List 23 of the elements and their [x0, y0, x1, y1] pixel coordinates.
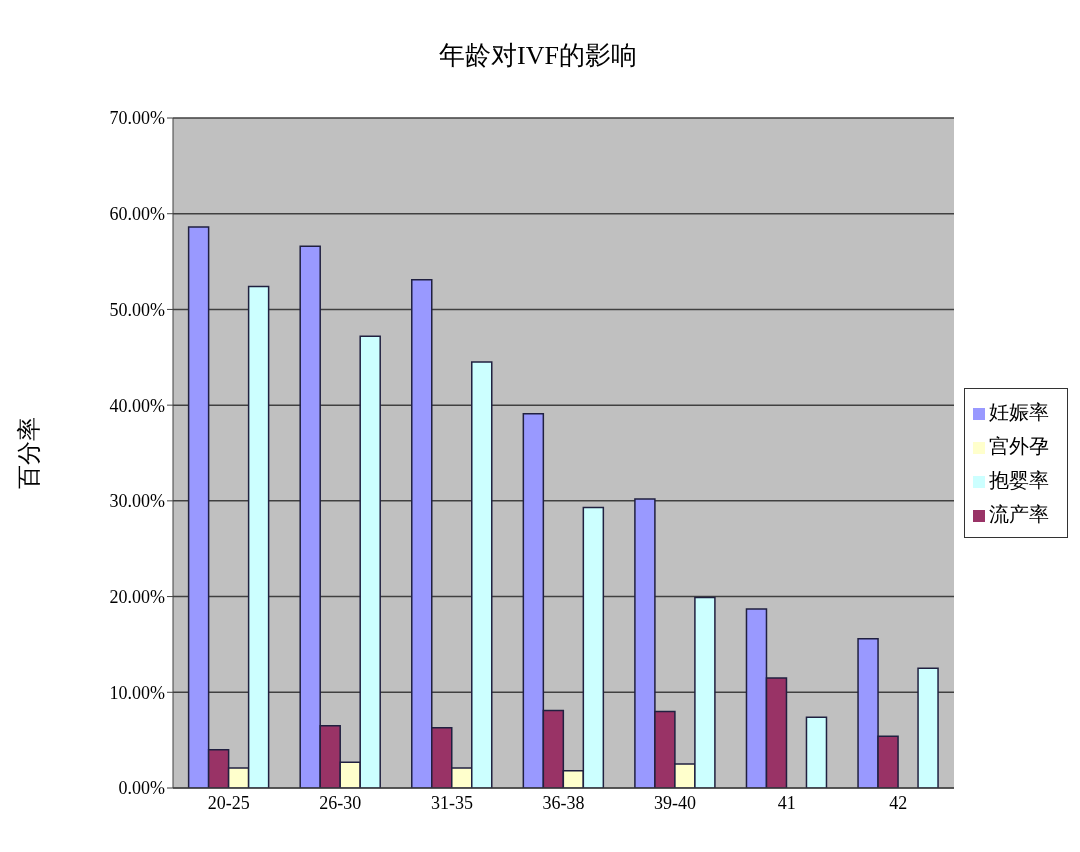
legend-label: 妊娠率	[989, 401, 1049, 423]
legend-label: 流产率	[989, 503, 1049, 525]
x-tick-label: 39-40	[654, 792, 697, 813]
y-tick-label: 40.00%	[109, 395, 165, 416]
y-tick-label: 0.00%	[118, 778, 165, 799]
chart-title: 年龄对IVF的影响	[438, 40, 638, 72]
x-tick-label: 20-25	[207, 792, 250, 813]
x-tick-label: 42	[889, 792, 908, 813]
legend-label: 宫外孕	[989, 435, 1049, 457]
y-tick-label: 70.00%	[109, 108, 165, 129]
x-tick-label: 26-30	[319, 792, 362, 813]
legend-label: 抱婴率	[989, 469, 1049, 491]
bar	[917, 667, 939, 788]
bar	[805, 716, 828, 788]
x-tick-label: 41	[777, 792, 796, 813]
y-tick-label: 60.00%	[109, 204, 165, 225]
y-tick-label: 30.00%	[109, 491, 165, 512]
y-tick-label: 10.00%	[109, 682, 165, 703]
y-axis-title: 百分率	[15, 417, 42, 489]
y-tick-label: 50.00%	[109, 299, 165, 320]
y-tick-label: 20.00%	[109, 586, 165, 607]
x-tick-label: 36-38	[542, 792, 585, 813]
x-tick-label: 31-35	[430, 792, 473, 813]
